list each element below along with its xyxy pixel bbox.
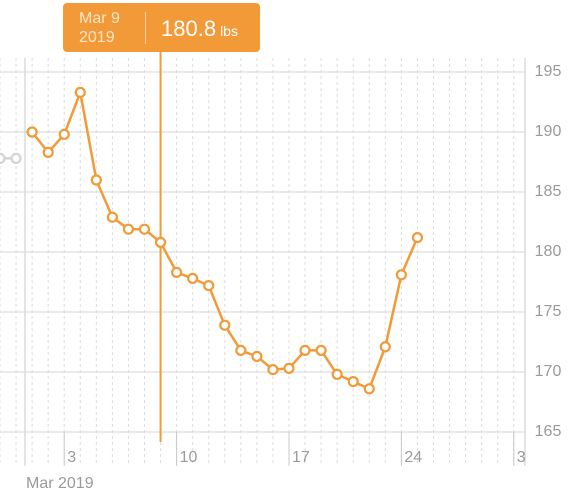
x-axis-label: Mar 2019 — [26, 475, 94, 492]
y-tick-label: 175 — [535, 303, 562, 320]
x-tick-label: 17 — [292, 449, 310, 466]
tooltip-value: 180.8 — [161, 16, 217, 41]
y-tick-label: 195 — [535, 63, 562, 80]
tooltip-year: 2019 — [79, 29, 115, 46]
data-point — [395, 269, 407, 281]
data-point — [331, 368, 343, 380]
y-tick-label: 180 — [535, 243, 562, 260]
data-point — [267, 364, 279, 376]
data-point — [90, 174, 102, 186]
x-tick-label: 10 — [180, 449, 198, 466]
tooltip-day: Mar 9 — [79, 10, 120, 27]
y-tick-label: 190 — [535, 123, 562, 140]
data-point — [347, 376, 359, 388]
data-point — [235, 344, 247, 356]
data-point — [203, 280, 215, 292]
y-tick-label: 165 — [535, 423, 562, 440]
tooltip-separator — [145, 12, 146, 44]
data-point — [315, 344, 327, 356]
data-point — [171, 266, 183, 278]
x-tick-label: 3 — [67, 449, 76, 466]
data-point — [154, 236, 167, 248]
data-point — [58, 128, 70, 140]
data-point — [10, 152, 22, 164]
tooltip-unit: lbs — [220, 23, 238, 39]
y-tick-label: 170 — [535, 363, 562, 380]
data-point — [187, 272, 199, 284]
x-tick-label: 24 — [404, 449, 422, 466]
data-point — [42, 146, 54, 158]
data-point — [26, 126, 38, 138]
tooltip-value-row: 180.8 lbs — [161, 16, 238, 42]
data-point — [74, 86, 86, 99]
data-point — [299, 344, 311, 356]
data-point — [138, 223, 151, 235]
tooltip-date: Mar 9 2019 — [79, 9, 120, 47]
data-point — [251, 350, 263, 362]
data-point — [122, 223, 135, 235]
data-point — [411, 232, 424, 244]
data-point — [283, 362, 295, 374]
data-point — [106, 211, 118, 223]
y-tick-label: 185 — [535, 183, 562, 200]
x-tick-label: 3 — [517, 449, 526, 466]
tooltip: Mar 9 2019 180.8 lbs — [63, 3, 260, 52]
data-point — [0, 152, 6, 164]
data-point — [219, 319, 231, 331]
data-point — [363, 383, 375, 395]
data-point — [379, 341, 391, 353]
